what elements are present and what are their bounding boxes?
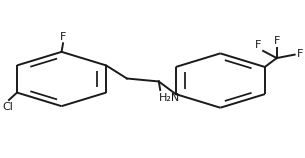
Text: F: F xyxy=(274,36,280,46)
Text: F: F xyxy=(60,32,66,42)
Text: Cl: Cl xyxy=(2,102,13,112)
Text: H₂N: H₂N xyxy=(159,93,180,103)
Text: F: F xyxy=(297,49,303,59)
Text: F: F xyxy=(254,40,261,50)
